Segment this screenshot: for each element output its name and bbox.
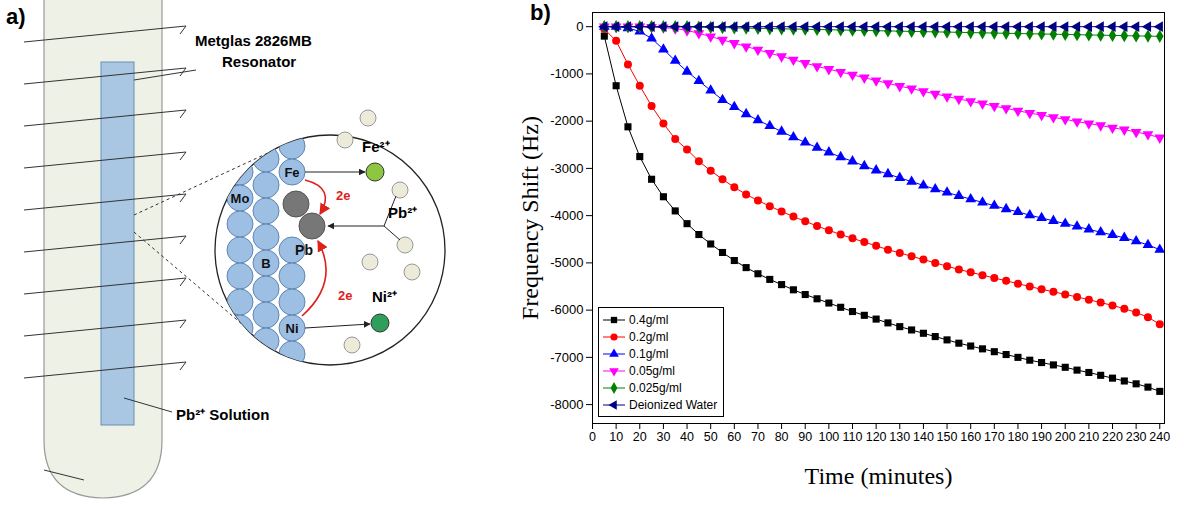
html-text:0.1g/ml: 0.1g/ml [629,346,669,361]
svg-text:B: B [261,256,270,271]
svg-text:20: 20 [633,430,647,444]
svg-text:Pb²⁺: Pb²⁺ [388,204,417,221]
svg-text:-5000: -5000 [550,255,583,270]
svg-text:230: 230 [1126,430,1147,444]
svg-text:Resonator: Resonator [222,53,296,70]
svg-text:2e: 2e [338,288,352,303]
svg-text:0: 0 [589,430,596,444]
html-text:b): b) [530,0,551,25]
svg-text:110: 110 [843,430,863,444]
svg-text:140: 140 [913,430,934,444]
svg-text:Pb²⁺ Solution: Pb²⁺ Solution [176,406,269,423]
svg-text:-8000: -8000 [550,397,583,412]
svg-text:Fe²⁺: Fe²⁺ [362,138,390,155]
svg-text:-2000: -2000 [550,113,583,128]
svg-text:130: 130 [889,430,910,444]
svg-text:Mo: Mo [231,191,250,206]
svg-text:200: 200 [1055,430,1076,444]
svg-text:Fe: Fe [284,165,299,180]
html-text:Deionized Water: Deionized Water [629,397,718,412]
svg-text:50: 50 [704,430,718,444]
svg-text:30: 30 [656,430,670,444]
svg-text:40: 40 [680,430,694,444]
svg-text:0: 0 [576,19,583,34]
svg-text:Pb: Pb [295,242,313,258]
svg-text:150: 150 [937,430,958,444]
svg-text:10: 10 [609,430,623,444]
svg-text:-3000: -3000 [550,161,583,176]
html-text:0.2g/ml: 0.2g/ml [629,329,669,344]
svg-text:80: 80 [775,430,789,444]
svg-text:a): a) [6,4,26,29]
svg-text:Ni: Ni [286,321,299,336]
svg-text:-6000: -6000 [550,302,583,317]
svg-text:100: 100 [818,430,839,444]
html-text:0.4g/ml: 0.4g/ml [629,312,669,327]
svg-text:240: 240 [1149,430,1170,444]
svg-text:60: 60 [727,430,741,444]
svg-text:160: 160 [960,430,981,444]
svg-text:210: 210 [1078,430,1099,444]
svg-text:Frequency Shift (Hz): Frequency Shift (Hz) [517,116,543,320]
svg-text:190: 190 [1031,430,1052,444]
svg-text:Metglas 2826MB: Metglas 2826MB [195,32,312,49]
svg-text:90: 90 [798,430,812,444]
html-text:0.05g/ml: 0.05g/ml [629,363,675,378]
svg-text:220: 220 [1102,430,1123,444]
html-text:0.025g/ml: 0.025g/ml [629,380,682,395]
svg-text:-1000: -1000 [550,66,583,81]
svg-text:180: 180 [1008,430,1029,444]
svg-text:2e: 2e [336,188,350,203]
svg-text:70: 70 [751,430,765,444]
svg-text:-7000: -7000 [550,350,583,365]
svg-text:Ni²⁺: Ni²⁺ [372,288,397,305]
svg-text:Time (minutes): Time (minutes) [805,463,953,489]
svg-text:170: 170 [984,430,1005,444]
svg-text:120: 120 [866,430,887,444]
svg-text:-4000: -4000 [550,208,583,223]
